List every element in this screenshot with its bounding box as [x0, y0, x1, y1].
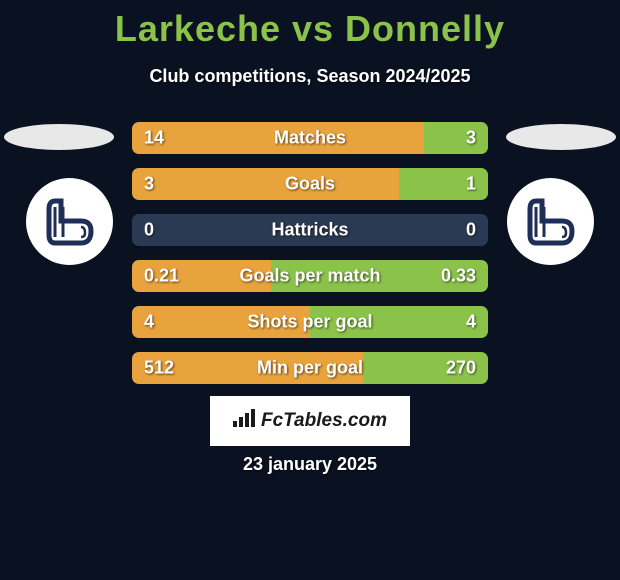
date-label: 23 january 2025 [243, 454, 377, 475]
stat-value-left: 4 [144, 312, 154, 333]
stat-value-left: 512 [144, 358, 174, 379]
club-logo-right-icon [522, 193, 580, 251]
stat-value-left: 14 [144, 128, 164, 149]
stats-container: Matches 14 3 Goals 3 1 Hattricks 0 0 Goals per ma… [132, 122, 488, 398]
stat-value-left: 0 [144, 220, 154, 241]
player-platform-left [4, 124, 114, 150]
stat-label: Matches [274, 128, 346, 149]
stat-bar-left [132, 168, 399, 200]
watermark-badge: FcTables.com [210, 396, 410, 446]
stat-row: Hattricks 0 0 [132, 214, 488, 246]
stat-value-right: 3 [466, 128, 476, 149]
stat-value-right: 270 [446, 358, 476, 379]
stat-row: Min per goal 512 270 [132, 352, 488, 384]
stat-label: Hattricks [271, 220, 348, 241]
chart-icon [233, 409, 255, 433]
stat-row: Goals per match 0.21 0.33 [132, 260, 488, 292]
stat-value-left: 3 [144, 174, 154, 195]
stat-label: Goals per match [239, 266, 380, 287]
club-logo-left-icon [41, 193, 99, 251]
stat-row: Shots per goal 4 4 [132, 306, 488, 338]
watermark-text: FcTables.com [261, 410, 387, 432]
stat-label: Shots per goal [247, 312, 372, 333]
stat-row: Matches 14 3 [132, 122, 488, 154]
stat-bar-right [424, 122, 488, 154]
stat-label: Goals [285, 174, 335, 195]
comparison-title: Larkeche vs Donnelly [0, 8, 620, 50]
club-badge-right [507, 178, 594, 265]
stat-value-right: 4 [466, 312, 476, 333]
stat-value-left: 0.21 [144, 266, 179, 287]
stat-value-right: 0 [466, 220, 476, 241]
player-platform-right [506, 124, 616, 150]
comparison-subtitle: Club competitions, Season 2024/2025 [0, 66, 620, 87]
stat-row: Goals 3 1 [132, 168, 488, 200]
club-badge-left [26, 178, 113, 265]
stat-value-right: 1 [466, 174, 476, 195]
stat-value-right: 0.33 [441, 266, 476, 287]
stat-label: Min per goal [257, 358, 363, 379]
